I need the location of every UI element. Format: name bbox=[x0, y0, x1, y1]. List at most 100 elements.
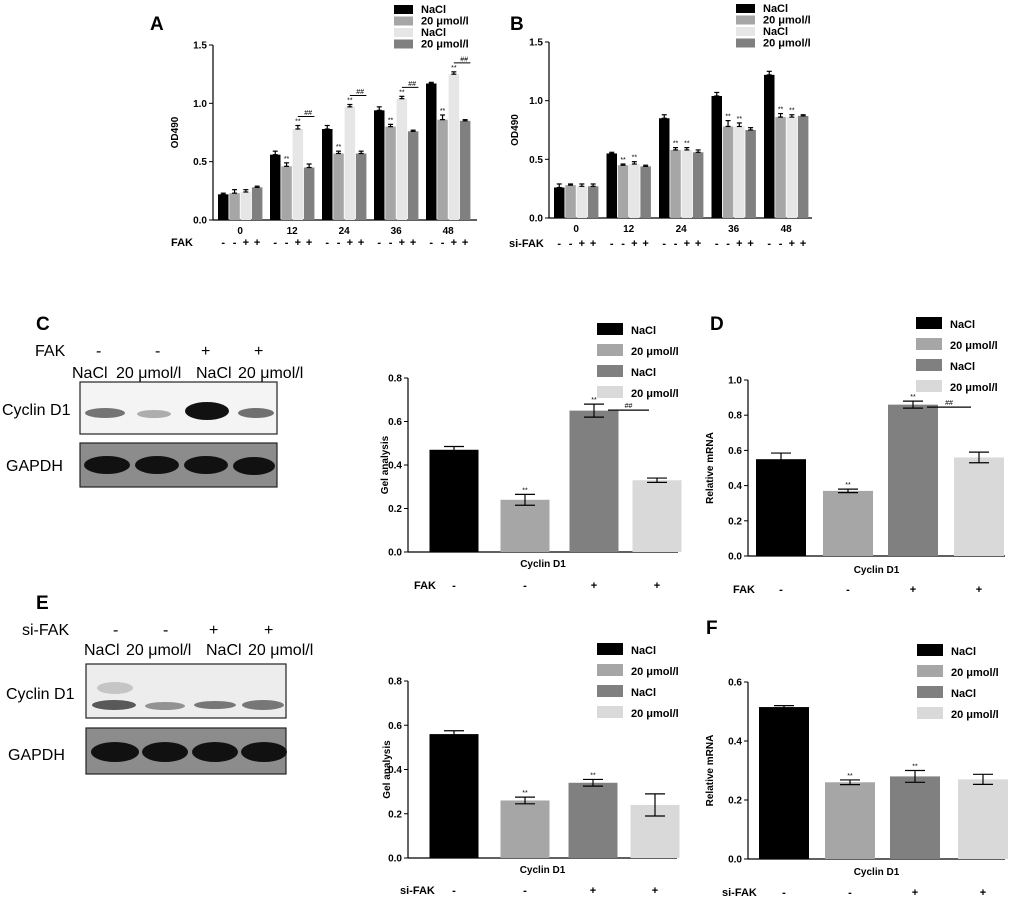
x-axis-label: Cyclin D1 bbox=[854, 565, 900, 576]
blot-c-row-cyclin: Cyclin D1 bbox=[2, 402, 71, 419]
treatment-sign: - bbox=[621, 238, 625, 250]
treatment-sign: + bbox=[695, 238, 701, 250]
y-tick-label: 0.6 bbox=[388, 417, 402, 428]
y-tick-label: 0.4 bbox=[728, 481, 742, 492]
legend-swatch bbox=[917, 707, 943, 719]
treatment-sign: - bbox=[337, 237, 341, 249]
legend-swatch bbox=[597, 706, 623, 718]
panel-label-e: E bbox=[36, 593, 49, 614]
blot-e-treatment: si-FAK bbox=[22, 622, 69, 639]
blot-c-band bbox=[233, 457, 275, 475]
legend-swatch bbox=[597, 643, 623, 655]
legend-label: NaCl bbox=[951, 688, 976, 700]
treatment-sign: - bbox=[610, 238, 614, 250]
blot-e-lane-2: 20 μmol/l bbox=[126, 642, 191, 659]
y-tick-label: 0.5 bbox=[529, 155, 543, 166]
legend-swatch bbox=[597, 344, 623, 356]
treatment-sign: + bbox=[358, 237, 364, 249]
treatment-sign: + bbox=[347, 237, 353, 249]
treatment-sign: - bbox=[389, 237, 393, 249]
treatment-sign: - bbox=[662, 238, 666, 250]
bar bbox=[429, 734, 479, 858]
x-tick-label: 0 bbox=[237, 226, 243, 237]
bar bbox=[251, 187, 263, 220]
bar bbox=[797, 115, 809, 218]
significance-mark: ** bbox=[845, 482, 851, 489]
panel-label-d: D bbox=[710, 314, 724, 335]
blot-c-sign-1: - bbox=[96, 343, 101, 360]
legend-swatch bbox=[394, 5, 413, 14]
panel-label-c: C bbox=[36, 314, 50, 335]
x-tick-label: 24 bbox=[339, 226, 351, 237]
blot-c-lane-3: NaCl bbox=[196, 365, 232, 382]
treatment-sign: + bbox=[295, 237, 301, 249]
bar bbox=[292, 129, 304, 220]
legend-swatch bbox=[736, 38, 755, 48]
bar bbox=[825, 782, 875, 859]
bar bbox=[500, 499, 550, 552]
blot-c-lane-2: 20 μmol/l bbox=[116, 365, 181, 382]
blot-e-band bbox=[242, 700, 284, 710]
bar bbox=[407, 131, 419, 220]
bar bbox=[711, 95, 722, 218]
treatment-sign: + bbox=[800, 238, 806, 250]
significance-mark: ** bbox=[440, 108, 446, 115]
treatment-sign: + bbox=[451, 237, 457, 249]
bar bbox=[681, 149, 693, 218]
legend-label: NaCl bbox=[950, 361, 975, 373]
treatment-sign: - bbox=[221, 237, 225, 249]
blot-c-band bbox=[184, 456, 228, 474]
bar bbox=[764, 74, 775, 218]
bar bbox=[270, 154, 281, 220]
bar bbox=[629, 164, 640, 218]
blot-c-band bbox=[238, 408, 274, 418]
bar bbox=[759, 707, 809, 859]
legend-label: 20 μmol/l bbox=[951, 709, 999, 721]
treatment-sign: + bbox=[631, 238, 637, 250]
blot-e-band bbox=[194, 701, 236, 709]
significance-mark: ** bbox=[684, 141, 690, 148]
bar bbox=[448, 74, 460, 221]
bar bbox=[954, 457, 1004, 556]
bar bbox=[554, 187, 565, 218]
bar bbox=[344, 106, 356, 220]
legend-swatch bbox=[916, 317, 942, 329]
legend-swatch bbox=[916, 338, 942, 350]
treatment-sign: + bbox=[462, 237, 468, 249]
treatment-label: si-FAK bbox=[722, 887, 757, 899]
bar bbox=[426, 83, 437, 220]
treatment-sign: - bbox=[452, 885, 456, 897]
y-axis-label: Relative mRNA bbox=[705, 432, 716, 504]
blot-e-sign-2: - bbox=[163, 622, 168, 639]
treatment-sign: - bbox=[715, 238, 719, 250]
x-axis-label: Cyclin D1 bbox=[854, 867, 900, 878]
significance-mark: ** bbox=[912, 764, 918, 771]
bar bbox=[890, 776, 940, 859]
treatment-sign: - bbox=[429, 237, 433, 249]
treatment-sign: - bbox=[325, 237, 329, 249]
treatment-label: FAK bbox=[414, 580, 436, 592]
blot-c-row-gapdh: GAPDH bbox=[6, 458, 63, 475]
treatment-sign: + bbox=[789, 238, 795, 250]
legend-label: NaCl bbox=[951, 646, 976, 658]
legend-label: NaCl bbox=[421, 4, 446, 16]
significance-mark: ** bbox=[295, 119, 301, 126]
treatment-sign: - bbox=[523, 885, 527, 897]
blot-c-band bbox=[185, 402, 229, 420]
y-tick-label: 0.6 bbox=[728, 678, 742, 689]
bar bbox=[437, 119, 448, 220]
y-tick-label: 0.0 bbox=[388, 854, 402, 865]
significance-mark: ## bbox=[625, 403, 633, 410]
legend-label: 20 μmol/l bbox=[631, 666, 679, 678]
x-tick-label: 36 bbox=[728, 224, 740, 235]
blot-c-cyclin-membrane bbox=[79, 381, 278, 435]
treatment-sign: + bbox=[652, 885, 658, 897]
bar bbox=[569, 410, 619, 552]
bar bbox=[229, 193, 240, 220]
y-tick-label: 0.8 bbox=[728, 411, 742, 422]
treatment-sign: + bbox=[912, 887, 918, 899]
legend-label: 20 μmol/l bbox=[631, 708, 679, 720]
blot-e-row-gapdh: GAPDH bbox=[8, 747, 65, 764]
y-tick-label: 0.2 bbox=[388, 809, 402, 820]
treatment-sign: + bbox=[243, 237, 249, 249]
